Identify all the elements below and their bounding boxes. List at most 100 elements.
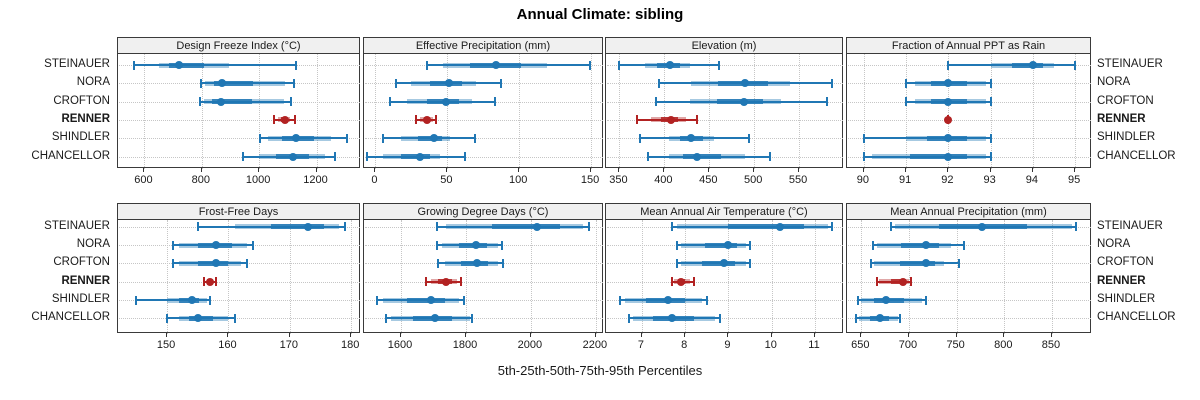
iqr-band-core: [213, 80, 254, 86]
whisker-cap-right: [252, 240, 254, 250]
whisker-cap-left: [172, 258, 175, 268]
whisker-line: [133, 64, 297, 66]
median-dot: [441, 277, 450, 286]
gridline-horizontal: [848, 318, 1091, 320]
axis-tick-label: 2000: [517, 339, 543, 351]
axis-tick: [200, 168, 202, 172]
iqr-band-core: [702, 260, 735, 266]
axis-tick-label: 90: [856, 174, 870, 186]
whisker-cap-left: [905, 78, 908, 88]
axis-tick-label: 91: [899, 174, 912, 186]
axis-tick-label: 800: [994, 339, 1013, 351]
whisker-cap-right: [769, 152, 772, 162]
whisker-cap-left: [172, 240, 175, 250]
gridline-vertical: [595, 220, 597, 334]
site-label-left-steinauer: STEINAUER: [44, 58, 110, 70]
axis-tick-label: 550: [788, 174, 808, 186]
panel-frost-free-days: Frost-Free Days: [117, 203, 360, 334]
axis-tick-label: 100: [509, 174, 528, 186]
axis-tick-label: 2200: [582, 339, 608, 351]
whisker-cap-right: [588, 60, 591, 70]
median-dot: [304, 222, 313, 231]
iqr-band-core: [169, 62, 205, 68]
axis-tick-label: 1600: [387, 339, 413, 351]
panel-strip: Mean Annual Precipitation (mm): [847, 204, 1090, 220]
whisker-cap-left: [425, 277, 428, 287]
whisker-cap-left: [627, 313, 630, 323]
gridline-horizontal: [848, 281, 1091, 283]
panel-strip: Effective Precipitation (mm): [364, 38, 602, 54]
axis-tick-label: 11: [808, 339, 820, 351]
gridline-vertical: [375, 54, 377, 169]
gridline-vertical: [351, 220, 353, 334]
median-dot: [212, 241, 221, 250]
whisker-cap-left: [388, 97, 391, 107]
gridline-vertical: [1051, 220, 1053, 334]
gridline-horizontal: [119, 138, 360, 140]
whisker-cap-right: [473, 133, 476, 143]
gridline-horizontal: [848, 245, 1091, 247]
whisker-cap-left: [647, 152, 650, 162]
gridline-horizontal: [607, 300, 843, 302]
median-dot: [471, 241, 480, 250]
axis-tick-label: 400: [654, 174, 673, 186]
whisker-cap-right: [989, 97, 992, 107]
whisker-cap-left: [905, 97, 908, 107]
site-label-left-nora: NORA: [76, 238, 110, 251]
gridline-horizontal: [607, 119, 843, 121]
panel-design-freeze-index-c: Design Freeze Index (°C): [117, 37, 360, 169]
whisker-cap-right: [493, 97, 496, 107]
gridline-vertical: [815, 220, 816, 334]
whisker-cap-left: [135, 295, 138, 305]
gridline-vertical: [167, 220, 169, 334]
gridline-vertical: [465, 220, 467, 334]
gridline-horizontal: [365, 281, 603, 283]
whisker-cap-left: [202, 277, 205, 287]
site-label-right-nora: NORA: [1097, 76, 1131, 89]
iqr-band-core: [417, 135, 443, 141]
gridline-horizontal: [365, 300, 603, 302]
axis-tick-label: 93: [983, 174, 996, 186]
whisker-cap-right: [502, 258, 505, 268]
gridline-vertical: [1075, 54, 1077, 169]
median-dot: [533, 222, 542, 231]
whisker-cap-right: [293, 78, 296, 88]
whisker-cap-left: [639, 133, 642, 143]
whisker-cap-right: [963, 240, 966, 250]
gridline-horizontal: [119, 119, 360, 121]
axis-tick: [288, 333, 290, 337]
gridline-horizontal: [365, 138, 603, 140]
axis-tick-label: 8: [681, 339, 688, 351]
whisker-cap-left: [273, 115, 276, 125]
axis-tick-label: 350: [609, 174, 628, 186]
whisker-cap-right: [749, 258, 752, 268]
site-label-left-crofton: CROFTON: [53, 94, 110, 107]
axis-tick-label: 7: [637, 339, 644, 351]
whisker-cap-right: [215, 277, 218, 287]
whisker-cap-left: [435, 222, 438, 232]
gridline-vertical: [861, 220, 863, 334]
median-dot: [430, 134, 439, 143]
gridline-horizontal: [848, 263, 1091, 265]
median-dot: [692, 152, 701, 161]
axis-tick: [446, 168, 448, 172]
whisker-cap-right: [749, 240, 752, 250]
axis-tick: [618, 168, 620, 172]
whisker-cap-left: [385, 313, 388, 323]
median-dot: [741, 79, 750, 88]
gridline-horizontal: [365, 119, 603, 121]
whisker-cap-left: [671, 277, 674, 287]
whisker-cap-left: [414, 115, 417, 125]
gridline-horizontal: [365, 318, 603, 320]
whisker-cap-right: [500, 240, 503, 250]
site-label-left-renner: RENNER: [61, 274, 110, 287]
axis-tick-label: 0: [371, 174, 378, 186]
panel-mean-annual-precipitation-mm: Mean Annual Precipitation (mm): [846, 203, 1091, 334]
median-dot: [665, 61, 674, 69]
median-dot: [876, 314, 885, 323]
whisker-cap-left: [675, 258, 678, 268]
whisker-cap-right: [290, 97, 293, 107]
gridline-vertical: [728, 220, 730, 334]
median-dot: [944, 97, 953, 106]
axis-tick-label: 160: [218, 339, 237, 351]
